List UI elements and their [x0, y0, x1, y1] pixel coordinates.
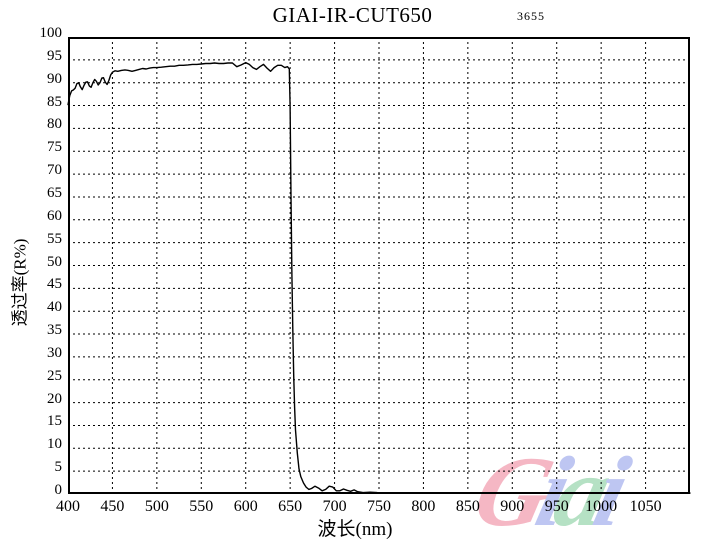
- x-tick-label: 700: [322, 498, 347, 515]
- x-tick-label: 1050: [629, 498, 662, 515]
- x-tick-label: 850: [455, 498, 480, 515]
- y-tick-label: 70: [47, 162, 62, 179]
- y-tick-label: 15: [47, 413, 62, 430]
- y-tick-label: 30: [47, 344, 62, 361]
- y-tick-label: 55: [47, 230, 62, 247]
- x-tick-label: 1000: [585, 498, 618, 515]
- transmittance-curve: [67, 61, 691, 494]
- chart-title: GIAI-IR-CUT650: [272, 3, 433, 27]
- y-tick-label: 35: [47, 322, 62, 339]
- plot-area: [67, 37, 691, 494]
- y-tick-label: 45: [47, 276, 62, 293]
- y-tick-label: 40: [47, 299, 62, 316]
- chart-annotation: 3655: [517, 9, 545, 23]
- x-axis-title: 波长(nm): [317, 519, 393, 540]
- y-tick-label: 95: [47, 47, 62, 64]
- y-tick-label: 10: [47, 436, 62, 453]
- y-tick-label: 75: [47, 139, 62, 156]
- y-tick-label: 100: [39, 25, 63, 41]
- y-tick-label: 25: [47, 367, 62, 384]
- y-tick-label: 20: [47, 390, 62, 407]
- x-tick-label: 600: [233, 498, 258, 515]
- y-tick-label: 80: [47, 116, 62, 133]
- x-tick-label: 400: [56, 498, 80, 515]
- x-tick-label: 800: [411, 498, 436, 515]
- y-tick-label: 85: [47, 93, 62, 110]
- x-tick-label: 550: [189, 498, 214, 515]
- x-tick-label: 500: [144, 498, 169, 515]
- y-tick-label: 65: [47, 184, 62, 201]
- x-tick-label: 950: [544, 498, 569, 515]
- plot-svg: [67, 37, 691, 494]
- x-tick-label: 900: [500, 498, 525, 515]
- y-axis-title: 透过率(R%): [10, 238, 30, 327]
- y-tick-label: 0: [54, 482, 63, 498]
- x-tick-label: 450: [100, 498, 125, 515]
- y-tick-label: 50: [47, 253, 62, 270]
- y-tick-label: 5: [54, 459, 63, 476]
- x-tick-label: 650: [278, 498, 303, 515]
- y-tick-label: 90: [47, 70, 62, 87]
- x-tick-label: 750: [367, 498, 391, 515]
- y-tick-label: 60: [47, 207, 62, 224]
